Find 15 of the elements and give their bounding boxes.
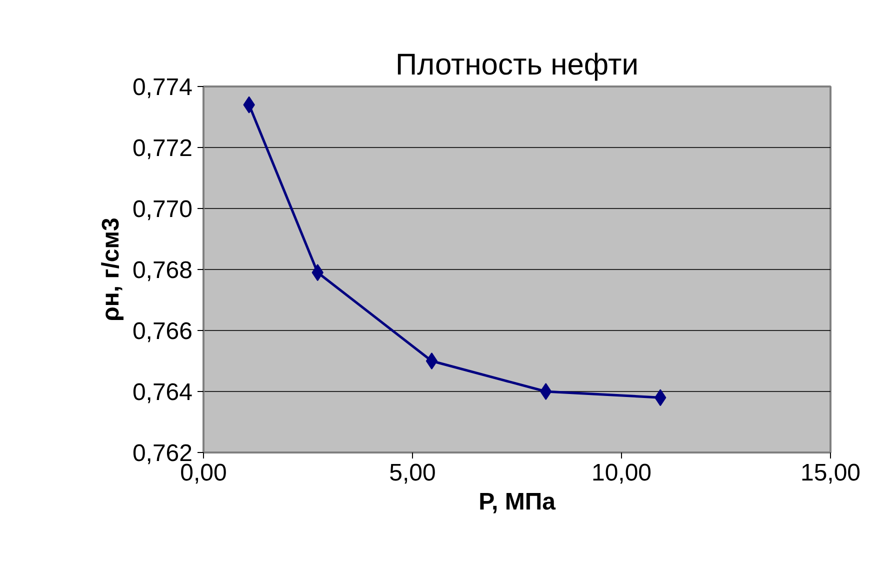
point (540, 383, 552, 400)
y-tick-label: 0,774 (132, 74, 193, 101)
chart-title: Плотность нефти (396, 48, 638, 82)
y-tick-label: 0,766 (132, 318, 193, 345)
y-tick-label: 0,768 (132, 257, 193, 284)
x-tick-label: 0,00 (180, 460, 227, 486)
y-tick-label: 0,764 (132, 379, 193, 406)
x-tick-label: 5,00 (389, 460, 436, 486)
point (426, 352, 438, 370)
x-tick-label: 10,00 (591, 460, 652, 486)
y-axis-title: ρн, г/см3 (97, 218, 124, 322)
x-axis-title: P, МПа (478, 488, 556, 516)
y-tick-label: 0,772 (132, 135, 193, 162)
x-tick-label: 15,00 (800, 460, 861, 486)
y-tick-label: 0,770 (132, 196, 193, 223)
